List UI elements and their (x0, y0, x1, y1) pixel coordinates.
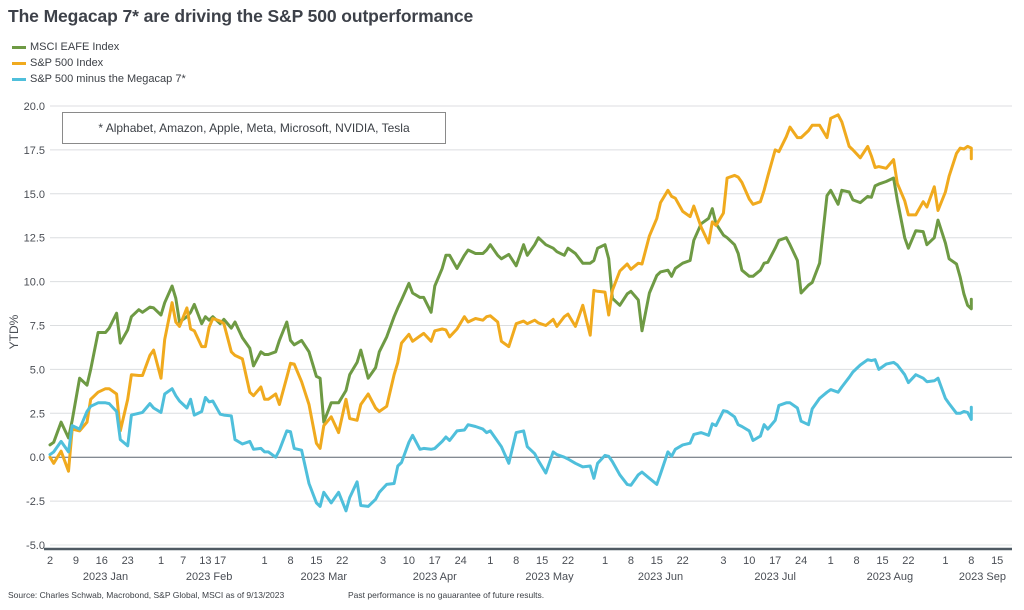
x-tick-label: 15 (651, 555, 663, 567)
x-tick-label: 3 (720, 555, 726, 567)
source-note: Source: Charles Schwab, Macrobond, S&P G… (8, 590, 285, 600)
x-month-label: 2023 Jun (638, 571, 683, 583)
x-month-label: 2023 Apr (413, 571, 457, 583)
y-tick-label: 2.5 (30, 408, 45, 420)
x-tick-label: 22 (562, 555, 574, 567)
x-tick-label: 1 (828, 555, 834, 567)
y-tick-label: 10.0 (24, 277, 45, 289)
series-lines (48, 113, 973, 513)
x-month-label: 2023 Feb (186, 571, 232, 583)
x-tick-label: 22 (677, 555, 689, 567)
y-axis-label: YTD% (7, 314, 21, 349)
y-tick-label: 12.5 (24, 233, 45, 245)
legend-item-msci-eafe: MSCI EAFE Index (12, 39, 186, 55)
x-tick-label: 8 (513, 555, 519, 567)
x-tick-label: 15 (536, 555, 548, 567)
y-tick-label: 0.0 (30, 452, 45, 464)
y-tick-label: -2.5 (26, 496, 45, 508)
x-tick-label: 24 (795, 555, 807, 567)
y-tick-label: 20.0 (24, 101, 45, 113)
x-tick-label: 3 (380, 555, 386, 567)
x-tick-label: 8 (854, 555, 860, 567)
x-month-label: 2023 Sep (959, 571, 1006, 583)
y-tick-label: 5.0 (30, 364, 45, 376)
x-tick-label: 13 (199, 555, 211, 567)
legend-label-msci-eafe: MSCI EAFE Index (30, 41, 120, 53)
x-tick-label: 17 (429, 555, 441, 567)
x-tick-label: 15 (310, 555, 322, 567)
megacap-note-box: * Alphabet, Amazon, Apple, Meta, Microso… (62, 112, 446, 144)
x-tick-label: 15 (876, 555, 888, 567)
x-tick-label: 7 (180, 555, 186, 567)
x-tick-label: 1 (262, 555, 268, 567)
disclaimer-note: Past performance is no gauarantee of fut… (348, 590, 545, 600)
x-month-label: 2023 Jul (754, 571, 796, 583)
legend-label-sp500-ex-megacap: S&P 500 minus the Megacap 7* (30, 73, 186, 85)
x-tick-label: 1 (602, 555, 608, 567)
y-tick-label: 17.5 (24, 145, 45, 157)
x-tick-label: 1 (487, 555, 493, 567)
x-tick-label: 2 (47, 555, 53, 567)
x-tick-label: 1 (942, 555, 948, 567)
y-axis-ticks: 20.0 17.5 15.0 12.5 10.0 7.5 5.0 2.5 0.0 -2.5 -5.0 (24, 101, 45, 552)
chart-title: The Megacap 7* are driving the S&P 500 o… (8, 6, 474, 26)
x-tick-label: 16 (96, 555, 108, 567)
x-tick-label: 1 (158, 555, 164, 567)
x-tick-label: 15 (991, 555, 1003, 567)
series-line-msci-eafe (48, 176, 973, 447)
x-tick-label: 22 (902, 555, 914, 567)
y-tick-label: 15.0 (24, 189, 45, 201)
x-month-label: 2023 May (525, 571, 574, 583)
x-tick-label: 24 (455, 555, 467, 567)
series-line-sp500-ex-megacap (48, 358, 973, 513)
x-tick-label: 10 (743, 555, 755, 567)
legend: MSCI EAFE Index S&P 500 Index S&P 500 mi… (12, 39, 186, 87)
x-tick-label: 17 (214, 555, 226, 567)
legend-swatch-sp500-ex-megacap (12, 77, 26, 81)
x-month-label: 2023 Jan (83, 571, 128, 583)
x-axis-ticks: 2 9 16 23 1 7 13 17 1 8 15 22 3 10 17 24 1 8 15 22 1 8 15 22 3 10… (47, 555, 1003, 567)
x-tick-label: 8 (628, 555, 634, 567)
legend-swatch-msci-eafe (12, 45, 26, 49)
x-tick-label: 23 (122, 555, 134, 567)
x-tick-label: 10 (403, 555, 415, 567)
x-tick-label: 22 (336, 555, 348, 567)
y-tick-label: 7.5 (30, 321, 45, 333)
x-month-label: 2023 Mar (301, 571, 348, 583)
x-tick-label: 8 (287, 555, 293, 567)
legend-swatch-sp500 (12, 61, 26, 65)
legend-item-sp500-ex-megacap: S&P 500 minus the Megacap 7* (12, 71, 186, 87)
series-line-sp500 (48, 113, 973, 473)
x-tick-label: 9 (73, 555, 79, 567)
x-tick-label: 17 (769, 555, 781, 567)
legend-label-sp500: S&P 500 Index (30, 57, 104, 69)
legend-item-sp500: S&P 500 Index (12, 55, 186, 71)
x-axis-month-labels: 2023 Jan 2023 Feb 2023 Mar 2023 Apr 2023 May… (83, 571, 1006, 583)
x-month-label: 2023 Aug (867, 571, 914, 583)
y-tick-label: -5.0 (26, 540, 45, 552)
x-tick-label: 8 (968, 555, 974, 567)
